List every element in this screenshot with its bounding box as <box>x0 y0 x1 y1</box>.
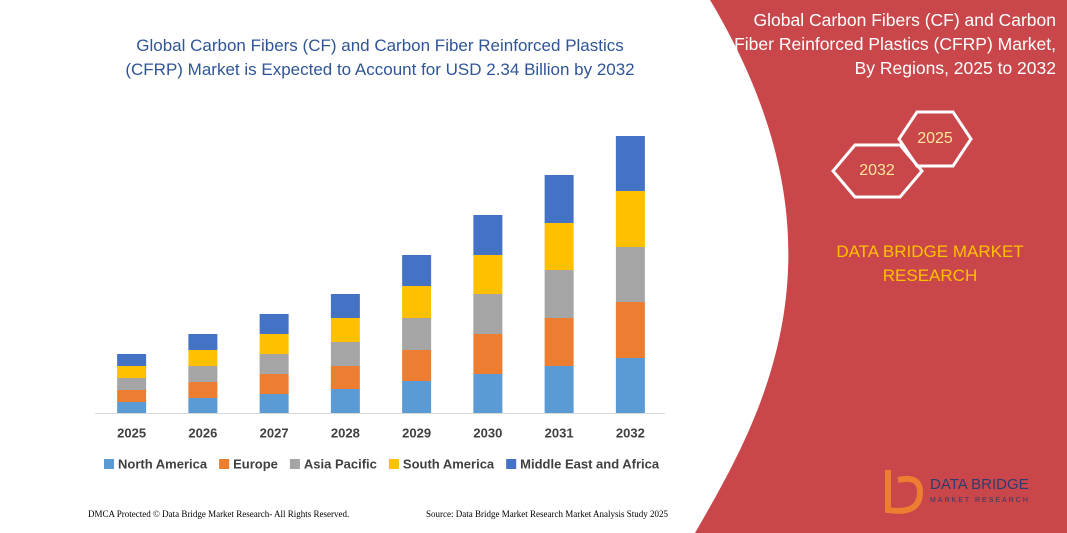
bar-segment <box>259 334 289 354</box>
bar-segment <box>544 223 574 270</box>
bar-segment <box>330 389 360 413</box>
bar-segment <box>473 255 503 294</box>
bar-segment <box>330 294 360 318</box>
x-tick-label: 2031 <box>545 425 574 440</box>
legend-swatch <box>219 459 230 469</box>
bar-segment <box>473 215 503 255</box>
bar-segment <box>402 318 432 350</box>
hex-label: 2025 <box>917 130 953 147</box>
brand: DATA BRIDGE MARKET RESEARCH <box>836 242 1024 285</box>
side-panel <box>695 0 1067 533</box>
bar-segment <box>117 390 147 402</box>
legend-label: South America <box>403 456 495 471</box>
bar-segment <box>188 382 218 398</box>
x-tick-label: 2028 <box>331 425 360 440</box>
chart-title: Global Carbon Fibers (CF) and Carbon Fib… <box>125 36 635 79</box>
legend-label: Middle East and Africa <box>520 456 660 471</box>
bar-segment <box>330 366 360 389</box>
footer-left: DMCA Protected © Data Bridge Market Rese… <box>88 509 349 519</box>
bar-segment <box>544 318 574 366</box>
bar-segment <box>188 350 218 366</box>
hex-label: 2032 <box>859 162 895 179</box>
bar-segment <box>259 394 289 413</box>
legend-label: North America <box>118 456 208 471</box>
bar-segment <box>259 314 289 334</box>
bar-segment <box>473 334 503 374</box>
x-tick-label: 2032 <box>616 425 645 440</box>
hexagon <box>897 110 973 168</box>
legend-label: Asia Pacific <box>304 456 377 471</box>
footer-right: Source: Data Bridge Market Research Mark… <box>426 509 668 519</box>
bar-segment <box>330 342 360 366</box>
bar-segment <box>615 136 645 191</box>
logo-sub: MARKET RESEARCH <box>930 497 1030 504</box>
bar-segment <box>402 350 432 381</box>
bar-segment <box>188 334 218 350</box>
bar-segment <box>402 255 432 286</box>
bar-segment <box>117 366 147 378</box>
legend-swatch <box>388 459 399 469</box>
bar-segment <box>330 318 360 342</box>
bar-segment <box>615 191 645 247</box>
legend-swatch <box>104 459 114 469</box>
bar-segment <box>615 358 645 413</box>
hexagon <box>831 143 924 199</box>
x-tick-label: 2027 <box>260 425 289 440</box>
x-tick-label: 2026 <box>188 425 217 440</box>
bar-segment <box>402 286 432 318</box>
bar-segment <box>188 366 218 382</box>
bar-segment <box>117 402 147 413</box>
bar-segment <box>473 294 503 334</box>
bar-segment <box>402 381 432 413</box>
bar-segment <box>188 398 218 413</box>
bar-segment <box>117 354 147 366</box>
x-tick-label: 2025 <box>117 425 146 440</box>
bar-segment <box>544 270 574 318</box>
x-tick-label: 2029 <box>402 425 431 440</box>
panel-title: Global Carbon Fibers (CF) and Carbon Fib… <box>734 10 1056 78</box>
bar-segment <box>615 302 645 358</box>
bar-segment <box>259 354 289 374</box>
legend-label: Europe <box>233 456 278 471</box>
legend-swatch <box>506 459 517 469</box>
bar-segment <box>473 374 503 413</box>
bar-segment <box>117 378 147 390</box>
bar-segment <box>544 366 574 413</box>
logo-icon <box>885 470 924 514</box>
logo-name: DATA BRIDGE <box>930 476 1029 493</box>
bar-segment <box>615 247 645 302</box>
legend-swatch <box>289 459 300 469</box>
bar-segment <box>259 374 289 394</box>
bar-segment <box>544 175 574 223</box>
x-tick-label: 2030 <box>473 425 502 440</box>
